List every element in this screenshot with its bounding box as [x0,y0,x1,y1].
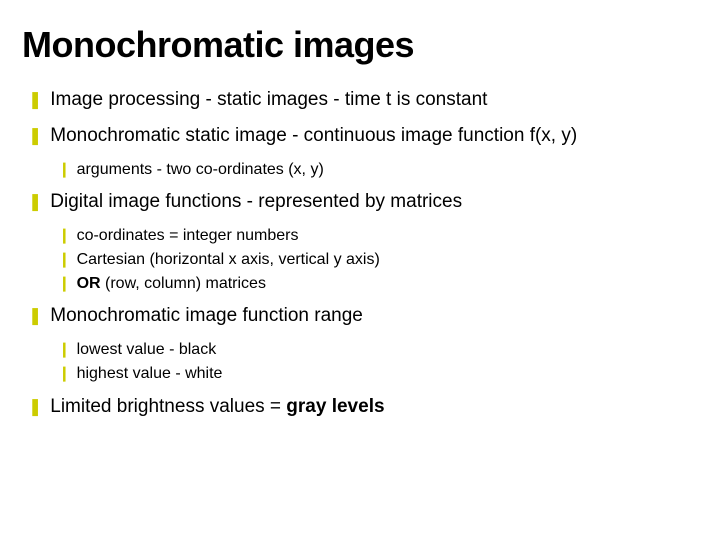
bullet-lvl2: ❙ co-ordinates = integer numbers [22,226,698,246]
bullet-text: Digital image functions - represented by… [50,190,698,214]
bullet-text: Monochromatic image function range [50,304,698,328]
bold-or: OR [77,275,101,292]
bullet-lvl2: ❙ arguments - two co-ordinates (x, y) [22,160,698,180]
z-bullet-icon: ❚ [28,190,42,214]
bullet-lvl1: ❚ Limited brightness values = gray level… [22,395,698,419]
bullet-text: co-ordinates = integer numbers [77,226,698,246]
bullet-lvl2: ❙ lowest value - black [22,340,698,360]
y-bullet-icon: ❙ [58,226,71,246]
z-bullet-icon: ❚ [28,304,42,328]
bullet-text: highest value - white [77,364,698,384]
bullet-lvl2: ❙ OR (row, column) matrices [22,274,698,294]
bullet-text: OR (row, column) matrices [77,274,698,294]
y-bullet-icon: ❙ [58,274,71,294]
y-bullet-icon: ❙ [58,340,71,360]
bullet-text: Monochromatic static image - continuous … [50,124,698,148]
bullet-lvl1: ❚ Digital image functions - represented … [22,190,698,214]
bullet-text: Cartesian (horizontal x axis, vertical y… [77,250,698,270]
bullet-text: Limited brightness values = gray levels [50,395,698,419]
y-bullet-icon: ❙ [58,250,71,270]
bold-gray-levels: gray levels [286,396,384,417]
y-bullet-icon: ❙ [58,364,71,384]
y-bullet-icon: ❙ [58,160,71,180]
bullet-lvl1: ❚ Monochromatic static image - continuou… [22,124,698,148]
bullet-lvl1: ❚ Image processing - static images - tim… [22,88,698,112]
z-bullet-icon: ❚ [28,124,42,148]
bullet-text: arguments - two co-ordinates (x, y) [77,160,698,180]
bullet-lvl2: ❙ highest value - white [22,364,698,384]
z-bullet-icon: ❚ [28,88,42,112]
bullet-text: lowest value - black [77,340,698,360]
bullet-lvl1: ❚ Monochromatic image function range [22,304,698,328]
slide-title: Monochromatic images [22,24,698,66]
rest-text: (row, column) matrices [101,275,266,292]
bullet-text: Image processing - static images - time … [50,88,698,112]
z-bullet-icon: ❚ [28,395,42,419]
bullet-lvl2: ❙ Cartesian (horizontal x axis, vertical… [22,250,698,270]
pre-text: Limited brightness values = [50,396,286,417]
